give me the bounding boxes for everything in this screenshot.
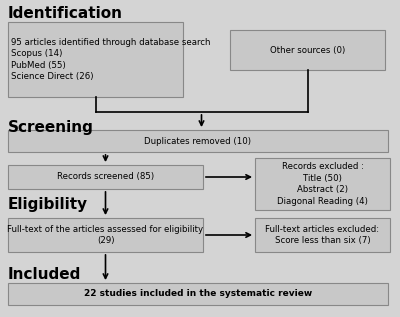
Text: 95 articles identified through database search
Scopus (14)
PubMed (55)
Science D: 95 articles identified through database … (11, 38, 210, 81)
FancyBboxPatch shape (8, 130, 388, 152)
Text: Full-text of the articles assessed for eligibility
(29): Full-text of the articles assessed for e… (8, 225, 204, 245)
Text: Identification: Identification (8, 6, 123, 21)
Text: Full-text articles excluded:
Score less than six (7): Full-text articles excluded: Score less … (266, 225, 380, 245)
Text: Included: Included (8, 267, 81, 282)
FancyBboxPatch shape (8, 218, 203, 252)
FancyBboxPatch shape (8, 283, 388, 305)
Text: Duplicates removed (10): Duplicates removed (10) (144, 137, 252, 146)
FancyBboxPatch shape (230, 30, 385, 70)
Text: Eligibility: Eligibility (8, 197, 88, 212)
Text: Records screened (85): Records screened (85) (57, 172, 154, 182)
FancyBboxPatch shape (255, 158, 390, 210)
FancyBboxPatch shape (255, 218, 390, 252)
FancyBboxPatch shape (8, 22, 183, 97)
Text: Other sources (0): Other sources (0) (270, 46, 345, 55)
Text: 22 studies included in the systematic review: 22 studies included in the systematic re… (84, 289, 312, 299)
Text: Records excluded :
Title (50)
Abstract (2)
Diagonal Reading (4): Records excluded : Title (50) Abstract (… (277, 162, 368, 206)
Text: Screening: Screening (8, 120, 94, 135)
FancyBboxPatch shape (8, 165, 203, 189)
